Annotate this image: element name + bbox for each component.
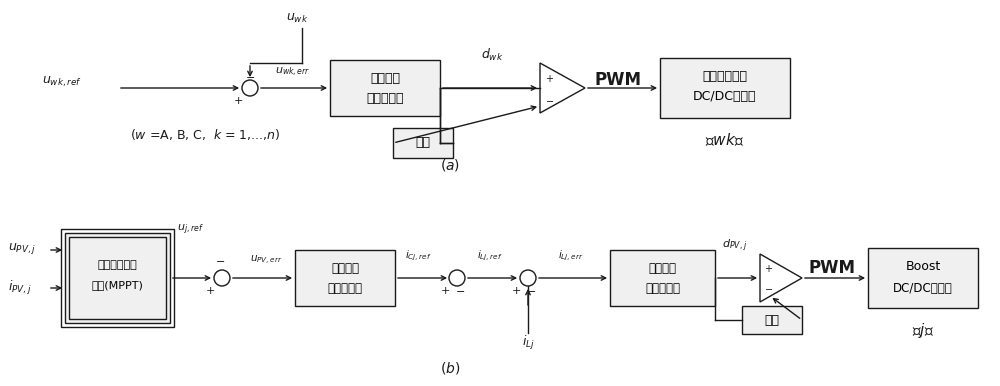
Text: $i_{Lj,err}$: $i_{Lj,err}$ bbox=[558, 249, 583, 263]
Text: $u_{wk,ref}$: $u_{wk,ref}$ bbox=[42, 75, 82, 89]
Text: $u_{wk}$: $u_{wk}$ bbox=[286, 12, 308, 25]
Text: $d_{wk}$: $d_{wk}$ bbox=[481, 47, 503, 63]
Text: PWM: PWM bbox=[594, 71, 642, 89]
Text: 载波: 载波 bbox=[765, 313, 780, 327]
Bar bbox=[610, 250, 715, 306]
Text: 比例积分: 比例积分 bbox=[370, 71, 400, 85]
Text: $-$: $-$ bbox=[545, 95, 555, 105]
Text: 第$wk$个: 第$wk$个 bbox=[705, 132, 745, 148]
Text: 算法(MPPT): 算法(MPPT) bbox=[92, 280, 143, 290]
Circle shape bbox=[449, 270, 465, 286]
Text: $+$: $+$ bbox=[545, 73, 555, 83]
Text: $(w$ =A, B, C,  $k$ = 1,...,$n)$: $(w$ =A, B, C, $k$ = 1,...,$n)$ bbox=[130, 127, 280, 142]
Text: $+$: $+$ bbox=[764, 264, 774, 274]
Text: $i_{Cj,ref}$: $i_{Cj,ref}$ bbox=[405, 249, 431, 263]
Text: $(b)$: $(b)$ bbox=[440, 360, 460, 376]
Text: $u_{j,ref}$: $u_{j,ref}$ bbox=[177, 223, 203, 237]
Bar bbox=[295, 250, 395, 306]
Text: $-$: $-$ bbox=[764, 283, 774, 293]
Text: PWM: PWM bbox=[808, 259, 856, 277]
Bar bbox=[742, 306, 802, 334]
Text: $+$: $+$ bbox=[440, 284, 450, 296]
Text: 电压控制器: 电压控制器 bbox=[328, 281, 362, 295]
Text: 电压控制器: 电压控制器 bbox=[366, 91, 404, 105]
Text: $u_{PV,err}$: $u_{PV,err}$ bbox=[250, 254, 282, 267]
Bar bbox=[660, 58, 790, 118]
Text: $+$: $+$ bbox=[205, 284, 215, 296]
Text: $-$: $-$ bbox=[455, 285, 465, 295]
Text: $+$: $+$ bbox=[511, 284, 521, 296]
Text: 比例积分: 比例积分 bbox=[331, 261, 359, 274]
Text: $-$: $-$ bbox=[215, 255, 225, 265]
Text: $i_{Lj,ref}$: $i_{Lj,ref}$ bbox=[477, 249, 503, 263]
Circle shape bbox=[520, 270, 536, 286]
Text: Boost: Boost bbox=[905, 259, 941, 273]
Circle shape bbox=[242, 80, 258, 96]
Bar bbox=[61, 229, 174, 327]
Bar bbox=[65, 233, 170, 323]
Text: $-$: $-$ bbox=[245, 71, 255, 81]
Text: $i_{Lj}$: $i_{Lj}$ bbox=[522, 334, 534, 352]
Text: $i_{PV,j}$: $i_{PV,j}$ bbox=[8, 279, 32, 297]
Circle shape bbox=[214, 270, 230, 286]
Text: $(a)$: $(a)$ bbox=[440, 157, 460, 173]
Bar bbox=[69, 237, 166, 319]
Bar bbox=[330, 60, 440, 116]
Text: $+$: $+$ bbox=[233, 95, 243, 105]
Bar bbox=[393, 128, 453, 158]
Text: 电流控制器: 电流控制器 bbox=[645, 281, 680, 295]
Text: DC/DC变换器: DC/DC变换器 bbox=[693, 90, 757, 103]
Text: 比例积分: 比例积分 bbox=[648, 261, 676, 274]
Bar bbox=[868, 248, 978, 308]
Text: 载波: 载波 bbox=[416, 137, 430, 149]
Text: 第$j$个: 第$j$个 bbox=[912, 320, 934, 340]
Text: $u_{PV,j}$: $u_{PV,j}$ bbox=[8, 240, 36, 256]
Text: $-$: $-$ bbox=[526, 285, 536, 295]
Text: $d_{PV,j}$: $d_{PV,j}$ bbox=[722, 238, 748, 254]
Text: 隔离型反激式: 隔离型反激式 bbox=[702, 69, 748, 83]
Text: 最大功率跟踪: 最大功率跟踪 bbox=[98, 260, 137, 270]
Text: DC/DC变换器: DC/DC变换器 bbox=[893, 281, 953, 295]
Text: $u_{wk,err}$: $u_{wk,err}$ bbox=[275, 66, 311, 78]
